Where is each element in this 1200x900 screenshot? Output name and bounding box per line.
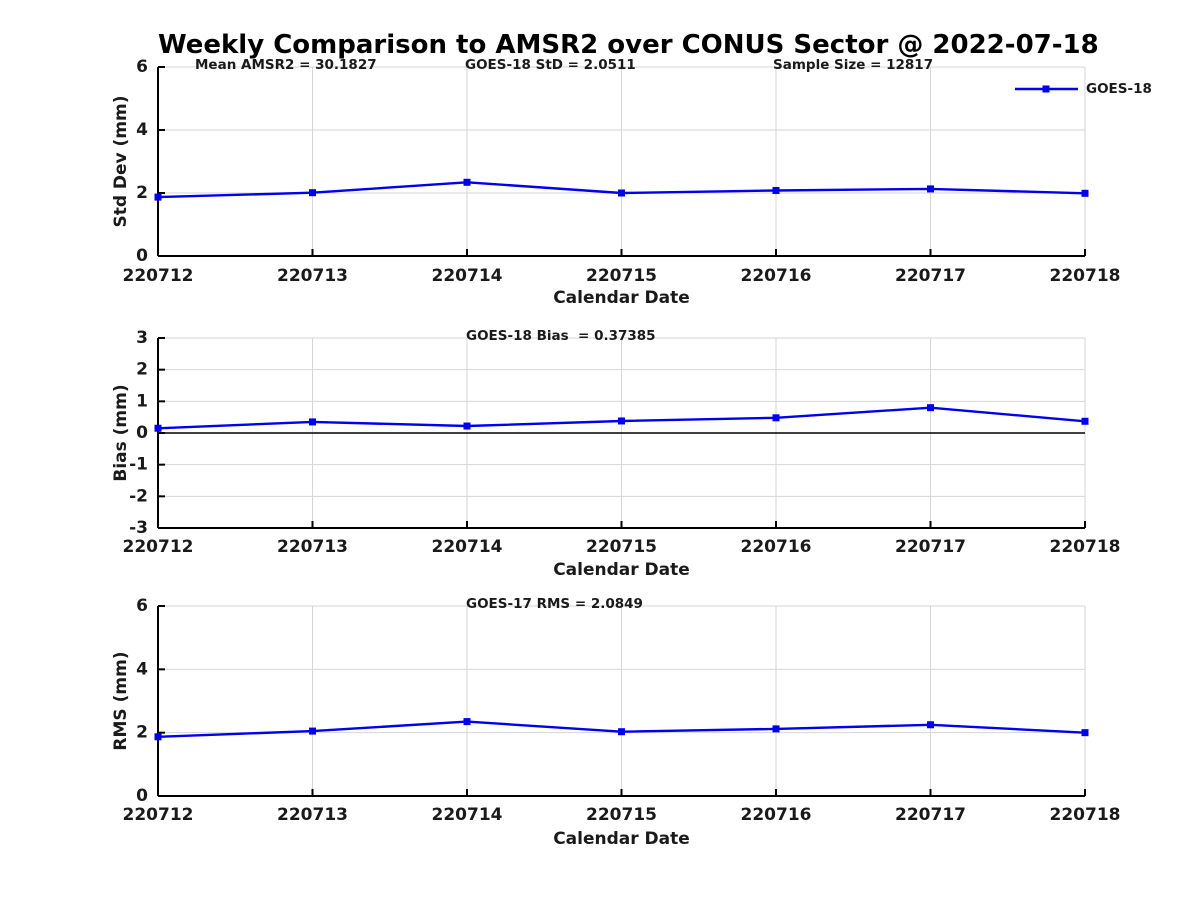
data-point-marker: [927, 185, 934, 193]
y-axis-title: Bias (mm): [111, 384, 131, 481]
x-tick-label: 220718: [1050, 805, 1121, 825]
data-point-marker: [772, 725, 780, 733]
x-tick-label: 220716: [741, 266, 812, 286]
x-tick-label: 220713: [277, 805, 348, 825]
x-tick-label: 220715: [586, 805, 657, 825]
x-tick-label: 220717: [895, 266, 966, 286]
x-tick-label: 220716: [741, 537, 812, 557]
legend-marker: [1042, 85, 1050, 93]
chart-title: Weekly Comparison to AMSR2 over CONUS Se…: [158, 30, 1099, 60]
x-tick-label: 220712: [123, 805, 194, 825]
panel-annotation: Mean AMSR2 = 30.1827: [195, 57, 377, 73]
data-point-marker: [618, 728, 625, 736]
data-point-marker: [1081, 417, 1089, 425]
y-tick-label: 0: [136, 786, 148, 806]
x-tick-label: 220716: [741, 805, 812, 825]
y-tick-label: 6: [136, 57, 148, 77]
panel-std-dev: 0 2 4 6 220712 220713 220714 220715 220716 220717…: [111, 57, 1152, 308]
x-tick-label: 220714: [432, 266, 503, 286]
y-tick-label: 4: [136, 120, 148, 140]
data-point-marker: [154, 424, 162, 432]
data-point-marker: [309, 727, 316, 735]
x-tick-label: 220712: [123, 537, 194, 557]
data-point-marker: [463, 718, 471, 726]
panel-rms: 0 2 4 6 220712 220713 220714 220715 220716 220717…: [111, 596, 1120, 849]
x-axis-title: Calendar Date: [553, 560, 690, 580]
x-axis-title: Calendar Date: [553, 288, 690, 308]
data-point-marker: [1081, 729, 1089, 737]
data-point-marker: [1081, 189, 1089, 197]
panel-bias: -3 -2 -1 0 1 2 3 220712 220713 220714 220715 220716…: [111, 328, 1120, 580]
y-tick-label: 0: [136, 423, 148, 443]
y-tick-label: 2: [136, 360, 148, 380]
data-point-marker: [463, 178, 471, 186]
data-point-marker: [772, 186, 780, 194]
x-axis-title: Calendar Date: [553, 829, 690, 849]
data-point-marker: [927, 404, 934, 412]
y-tick-label: 3: [136, 328, 148, 348]
x-tick-label: 220717: [895, 805, 966, 825]
x-tick-label: 220713: [277, 537, 348, 557]
y-tick-label: 2: [136, 183, 148, 203]
x-tick-label: 220718: [1050, 266, 1121, 286]
panel-annotation: GOES-18 Bias = 0.37385: [466, 328, 656, 344]
data-point-marker: [309, 418, 316, 426]
x-tick-label: 220715: [586, 266, 657, 286]
x-tick-label: 220713: [277, 266, 348, 286]
x-tick-label: 220718: [1050, 537, 1121, 557]
data-point-marker: [154, 733, 162, 741]
data-point-marker: [309, 189, 316, 197]
y-tick-label: 1: [136, 391, 148, 411]
data-point-marker: [463, 422, 471, 430]
legend: GOES-18: [1015, 81, 1152, 97]
x-tick-label: 220714: [432, 537, 503, 557]
x-tick-label: 220717: [895, 537, 966, 557]
panel-annotation: Sample Size = 12817: [773, 57, 933, 73]
y-tick-label: -2: [129, 486, 148, 506]
y-axis-title: RMS (mm): [111, 651, 131, 750]
data-point-marker: [772, 414, 780, 422]
panel-annotation: GOES-17 RMS = 2.0849: [466, 596, 643, 612]
y-tick-label: 6: [136, 596, 148, 616]
x-tick-label: 220712: [123, 266, 194, 286]
data-point-marker: [154, 193, 162, 201]
data-point-marker: [618, 417, 625, 425]
y-tick-label: 0: [136, 246, 148, 266]
y-tick-label: 4: [136, 659, 148, 679]
y-tick-label: -1: [129, 455, 148, 475]
y-tick-label: 2: [136, 723, 148, 743]
x-tick-label: 220714: [432, 805, 503, 825]
x-tick-label: 220715: [586, 537, 657, 557]
legend-label: GOES-18: [1086, 81, 1152, 97]
y-axis-title: Std Dev (mm): [111, 95, 131, 227]
y-tick-label: -3: [129, 518, 148, 538]
data-point-marker: [618, 189, 625, 197]
data-point-marker: [927, 721, 934, 729]
panel-annotation: GOES-18 StD = 2.0511: [465, 57, 636, 73]
